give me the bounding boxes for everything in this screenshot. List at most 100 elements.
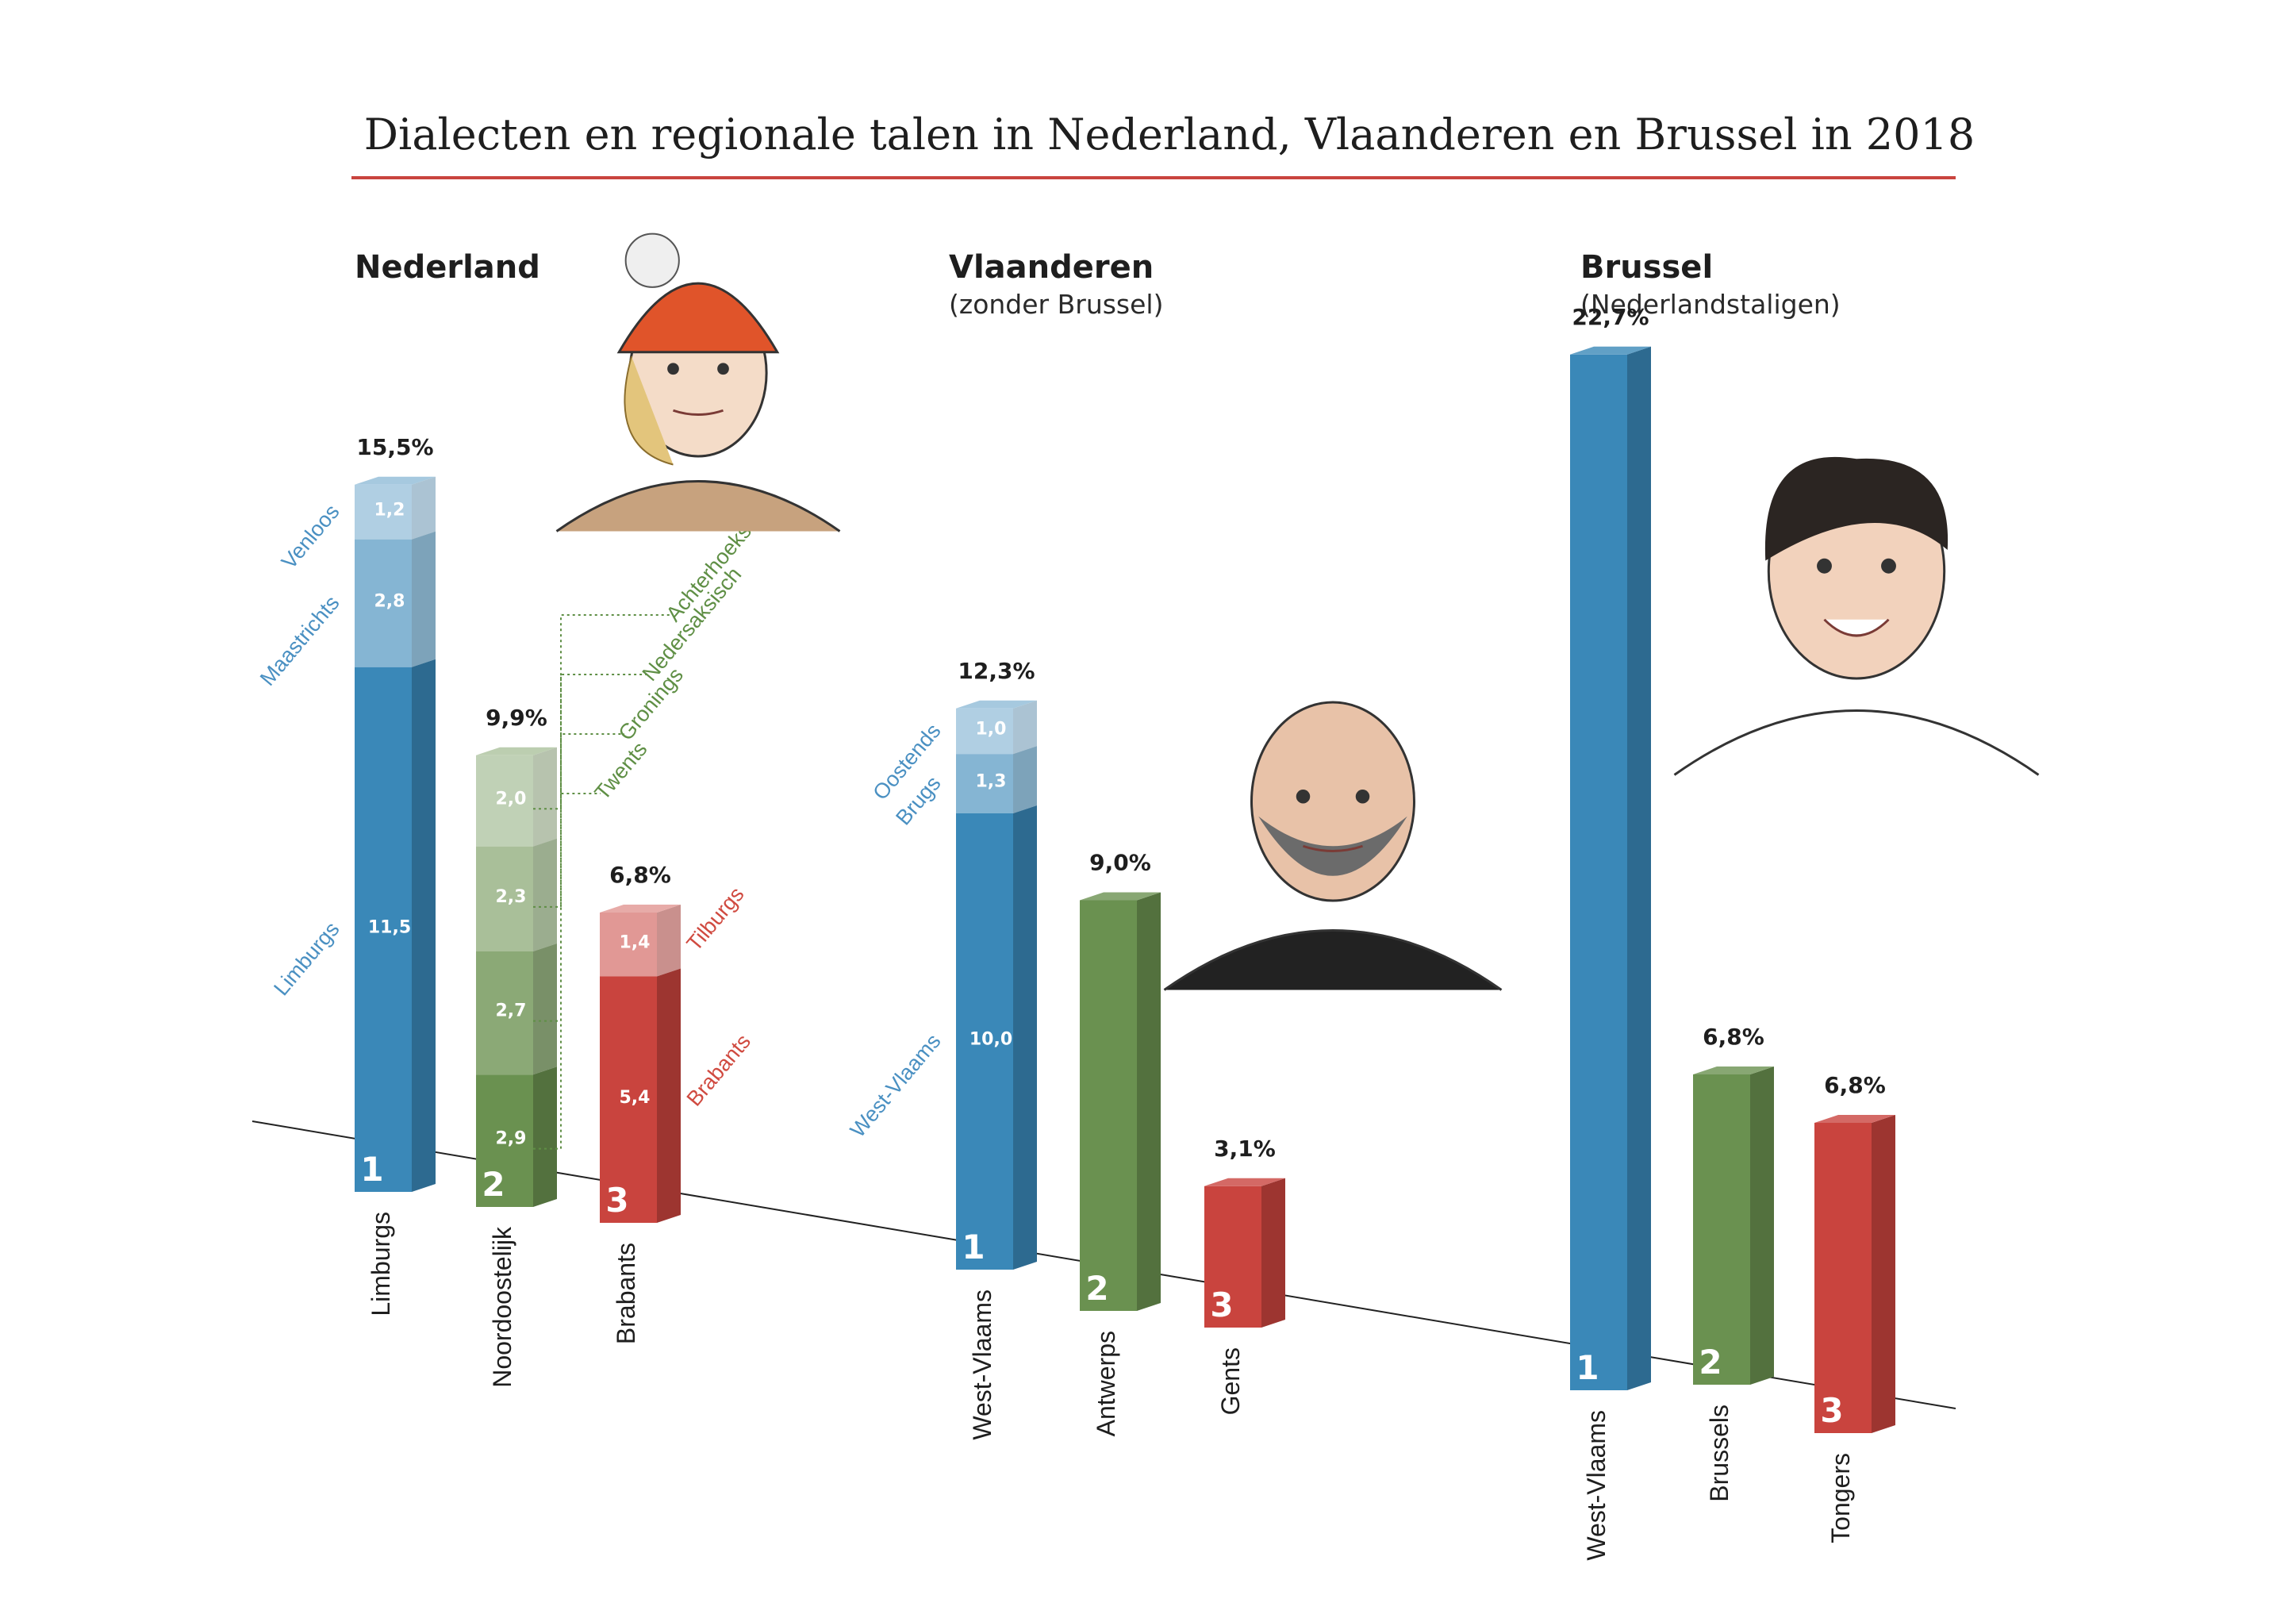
segment-name-label: Tilburgs — [682, 882, 749, 955]
segment-leader-line — [533, 733, 624, 1022]
bar-total-label: 6,8% — [1824, 1072, 1886, 1098]
rank-number: 3 — [605, 1181, 628, 1220]
segment-value-label: 2,3 — [496, 887, 527, 907]
bar-gents: 3,1% 3 Gents — [1204, 1136, 1285, 1415]
bar-segment-brussels — [1693, 1074, 1750, 1385]
category-label: Brabants — [612, 1243, 640, 1344]
bar-segment-brugs — [956, 754, 1013, 813]
bar-west-vlaams: 22,7% 1 West-Vlaams — [1570, 304, 1651, 1561]
category-label: Noordoostelijk — [488, 1226, 516, 1388]
group-subtitle: (zonder Brussel) — [949, 289, 1163, 320]
bar-total-label: 3,1% — [1214, 1136, 1276, 1162]
group-subtitle: (Nederlandstaligen) — [1580, 289, 1841, 320]
group-title: Nederland — [355, 249, 540, 286]
bar-segment-tilburgs — [600, 913, 657, 977]
bar-total-label: 12,3% — [958, 658, 1035, 684]
bar-brussels: 6,8% 2 Brussels — [1693, 1024, 1774, 1502]
bar-top — [1693, 1066, 1774, 1074]
bar-segment-tongers — [1814, 1123, 1872, 1433]
bar-top — [600, 905, 681, 913]
bar-segment-twents — [476, 1074, 533, 1207]
woman-with-hat-illustration — [555, 233, 841, 532]
segment-name-label: Limburgs — [269, 917, 344, 1000]
group-brussel: Brussel(Nederlandstaligen)22,7% 1 West-Vla… — [1570, 249, 1895, 1561]
bar-antwerps: 9,0% 2 Antwerps — [1080, 850, 1161, 1436]
bar-segment-side — [1137, 892, 1161, 1311]
bar-total-label: 22,7% — [1572, 304, 1649, 330]
category-label: Gents — [1216, 1347, 1245, 1415]
segment-name-label: Twents — [590, 737, 652, 805]
bar-segment-venloos — [355, 484, 412, 540]
rank-number: 2 — [1699, 1343, 1722, 1382]
bar-segment-side — [657, 905, 681, 977]
bar-segment-side — [533, 1066, 557, 1207]
segment-value-label: 10,0 — [969, 1030, 1012, 1050]
bar-total-label: 9,0% — [1089, 850, 1151, 876]
segment-value-label: 5,4 — [620, 1088, 651, 1108]
bar-segment-side — [533, 944, 557, 1075]
bar-top — [1814, 1115, 1895, 1123]
rank-number: 1 — [962, 1228, 985, 1266]
bald-man-illustration — [1163, 701, 1503, 991]
segment-value-label: 1,4 — [620, 932, 651, 952]
category-label: Limburgs — [367, 1212, 395, 1316]
bar-total-label: 6,8% — [609, 862, 671, 888]
chart-title: Dialecten en regionale talen in Nederlan… — [364, 110, 1975, 159]
bar-segment-west-vlaams — [956, 813, 1013, 1270]
segment-name-label: Brabants — [682, 1030, 755, 1111]
rank-number: 3 — [1210, 1286, 1233, 1324]
bar-top — [956, 700, 1037, 709]
segment-value-label: 1,3 — [976, 772, 1007, 792]
segment-value-label: 2,0 — [496, 789, 527, 809]
segment-name-label: West-Vlaams — [846, 1029, 946, 1142]
bar-segment-side — [1872, 1115, 1895, 1433]
bar-total-label: 15,5% — [356, 434, 433, 460]
bar-brabants: 5,4 1,4 6,8% 3 Brabants Brabants Tilburgs — [600, 862, 755, 1344]
bar-west-vlaams: 10,01,31,012,3%1West-VlaamsWest-VlaamsBr… — [846, 658, 1037, 1440]
bar-segment-side — [1261, 1178, 1285, 1328]
bar-segment-brabants — [600, 976, 657, 1223]
rank-number: 1 — [360, 1150, 383, 1189]
bar-top — [476, 747, 557, 755]
category-label: West-Vlaams — [1582, 1410, 1611, 1561]
group-title: Vlaanderen — [949, 249, 1154, 286]
segment-value-label: 2,7 — [496, 1001, 527, 1021]
rank-number: 1 — [1576, 1348, 1599, 1387]
bar-top — [1080, 892, 1161, 901]
bar-segment-west-vlaams — [1570, 354, 1627, 1390]
group-vlaanderen: Vlaanderen(zonder Brussel) 10,0 1,3 1,0 12,3… — [846, 249, 1285, 1440]
bar-segment-side — [412, 659, 436, 1192]
bar-tongers: 6,8% 3 Tongers — [1814, 1072, 1895, 1543]
bar-segment-side — [1627, 346, 1651, 1390]
segment-value-label: 2,9 — [496, 1129, 527, 1149]
segment-name-label: Maastrichts — [255, 591, 344, 690]
bar-segment-antwerps — [1080, 900, 1137, 1311]
bar-segment-gents — [1204, 1186, 1261, 1328]
bar-segment-side — [533, 747, 557, 847]
category-label: Antwerps — [1092, 1331, 1120, 1436]
bar-segment-side — [657, 968, 681, 1223]
bar-total-label: 9,9% — [486, 705, 547, 731]
bar-segment-side — [1013, 700, 1037, 755]
bar-segment-side — [1750, 1066, 1774, 1385]
bar-segment-side — [412, 476, 436, 540]
segment-value-label: 1,0 — [976, 720, 1007, 740]
bar-top — [1204, 1178, 1285, 1186]
bar-segment-nedersaksisch — [476, 846, 533, 951]
rank-number: 2 — [1085, 1269, 1108, 1308]
segment-name-label: Venloos — [277, 500, 344, 574]
rank-number: 2 — [482, 1165, 505, 1204]
bar-segment-side — [533, 838, 557, 951]
bar-segment-oostends — [956, 708, 1013, 755]
bar-segment-side — [412, 531, 436, 667]
bar-segment-gronings — [476, 951, 533, 1075]
segment-value-label: 1,2 — [374, 500, 405, 520]
category-label: Tongers — [1826, 1453, 1855, 1543]
category-label: West-Vlaams — [968, 1289, 996, 1440]
segment-value-label: 11,5 — [368, 917, 411, 937]
segment-value-label: 2,8 — [374, 591, 405, 611]
bar-segment-limburgs — [355, 667, 412, 1192]
bar-segment-maastrichts — [355, 539, 412, 667]
bar-top — [1570, 346, 1651, 355]
